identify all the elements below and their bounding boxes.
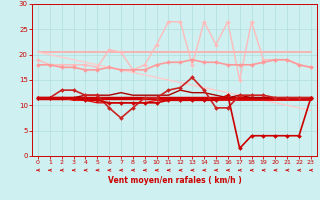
X-axis label: Vent moyen/en rafales ( km/h ): Vent moyen/en rafales ( km/h ): [108, 176, 241, 185]
